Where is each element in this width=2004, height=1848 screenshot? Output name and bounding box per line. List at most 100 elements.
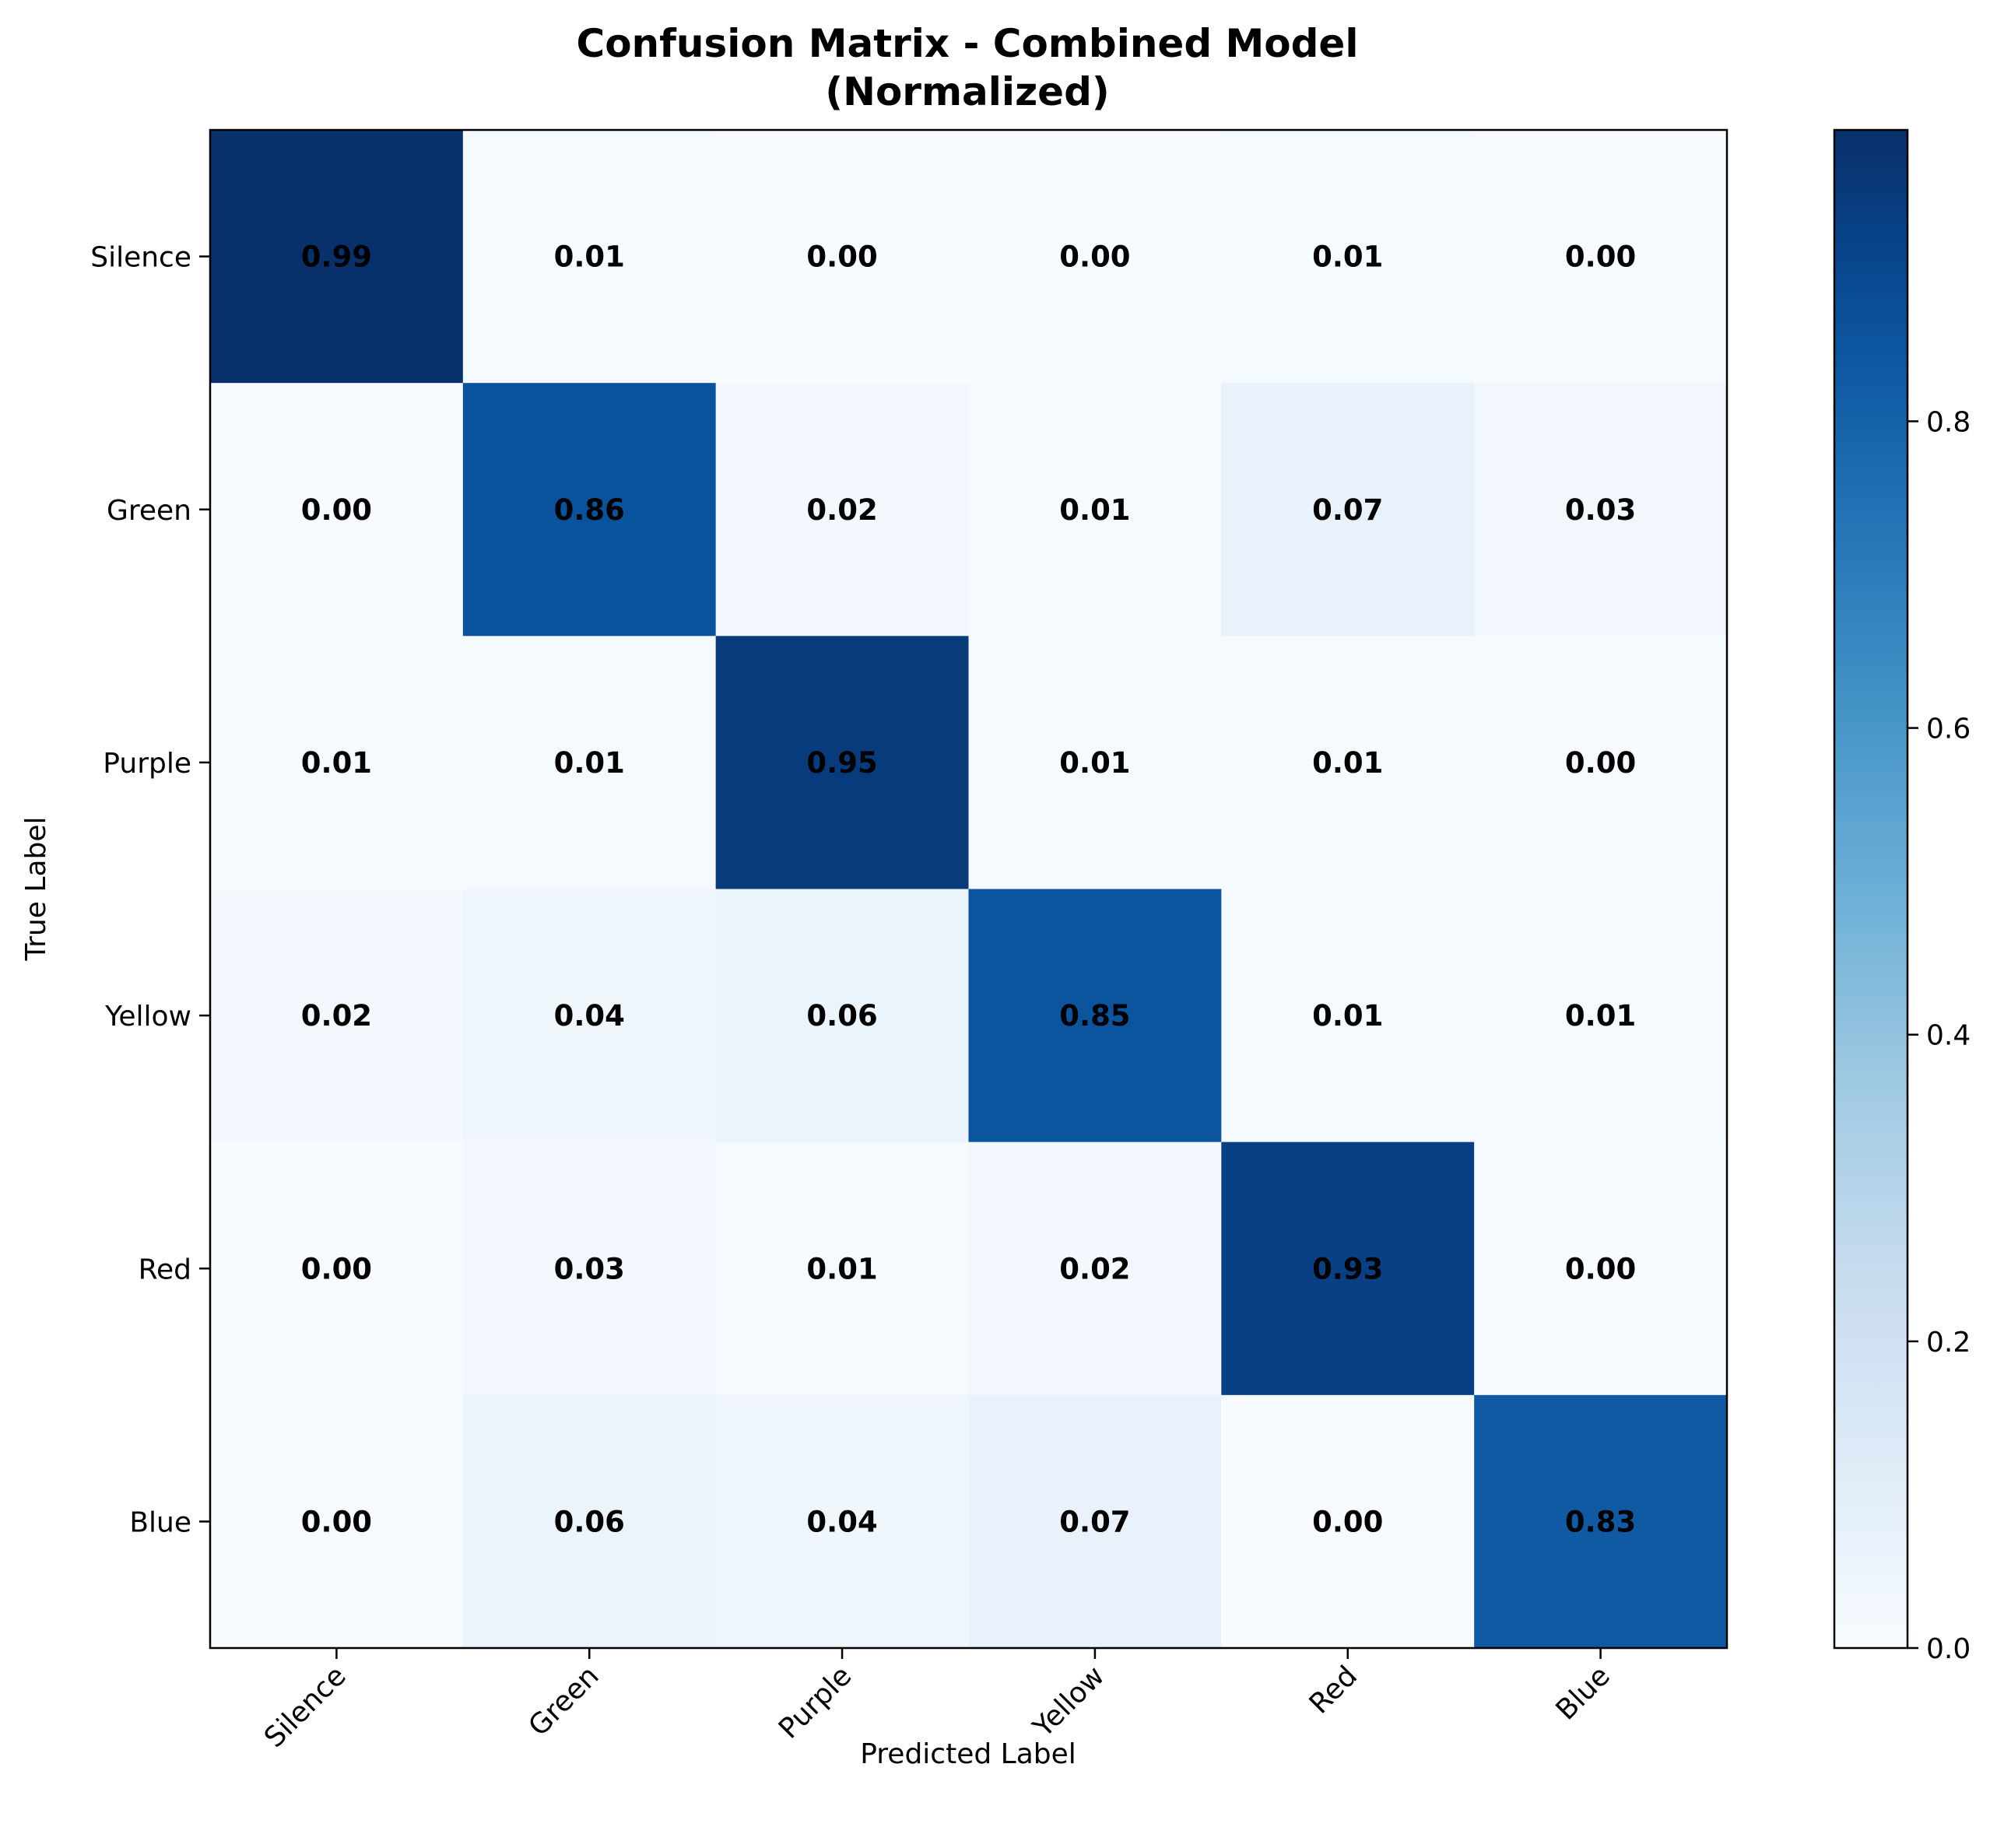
colorbar-tick-label: 0.8 bbox=[1926, 406, 1971, 438]
heatmap-cell bbox=[715, 1394, 970, 1649]
colorbar bbox=[1833, 128, 1909, 1650]
cell-value-label: 0.00 bbox=[1565, 1252, 1636, 1285]
y-tick-label: Silence bbox=[90, 242, 191, 274]
heatmap-cell bbox=[715, 636, 970, 890]
cell-value-label: 0.85 bbox=[1059, 999, 1130, 1033]
x-tick-label: Silence bbox=[258, 1660, 353, 1754]
heatmap-cell bbox=[462, 636, 717, 890]
heatmap-cell bbox=[715, 130, 970, 384]
heatmap-cell bbox=[210, 1141, 464, 1396]
cell-value-label: 0.02 bbox=[806, 493, 877, 527]
cell-value-label: 0.01 bbox=[1312, 240, 1383, 274]
cell-value-label: 0.00 bbox=[1565, 746, 1636, 780]
cell-value-label: 0.00 bbox=[1312, 1505, 1383, 1538]
heatmap-cell bbox=[210, 889, 464, 1143]
cell-value-label: 0.01 bbox=[1312, 746, 1383, 780]
chart-title: Confusion Matrix - Combined Model bbox=[577, 21, 1359, 66]
y-tick-label: Purple bbox=[103, 748, 191, 780]
heatmap-cell bbox=[210, 636, 464, 890]
x-tick-label: Red bbox=[1304, 1660, 1363, 1720]
cell-value-label: 0.93 bbox=[1312, 1252, 1383, 1285]
cell-value-label: 0.01 bbox=[1059, 746, 1130, 780]
cell-value-label: 0.01 bbox=[301, 746, 372, 780]
heatmap-cell bbox=[210, 383, 464, 636]
chart-subtitle: (Normalized) bbox=[825, 69, 1109, 114]
heatmap-cell bbox=[968, 889, 1222, 1143]
cell-value-label: 0.07 bbox=[1059, 1505, 1130, 1538]
cell-value-label: 0.95 bbox=[806, 746, 877, 780]
heatmap-cell bbox=[462, 383, 717, 636]
y-axis-label: True Label bbox=[20, 816, 52, 961]
cell-value-label: 0.03 bbox=[554, 1252, 625, 1285]
cell-value-label: 0.01 bbox=[806, 1252, 877, 1285]
cell-value-label: 0.01 bbox=[1312, 999, 1383, 1033]
x-tick-label: Green bbox=[523, 1660, 605, 1742]
heatmap-cell bbox=[968, 130, 1222, 384]
cell-value-label: 0.04 bbox=[554, 999, 625, 1033]
heatmap-cell bbox=[1474, 1394, 1728, 1649]
heatmap-cell bbox=[1221, 383, 1475, 636]
heatmap-cell bbox=[968, 1141, 1222, 1396]
cell-value-label: 0.02 bbox=[301, 999, 372, 1033]
heatmap-cell bbox=[1474, 383, 1728, 636]
cell-value-label: 0.00 bbox=[301, 1252, 372, 1285]
heatmap-cell bbox=[1474, 889, 1728, 1143]
cell-value-label: 0.06 bbox=[554, 1505, 625, 1538]
heatmap-cell bbox=[1474, 130, 1728, 384]
plot-frame bbox=[209, 128, 1728, 1650]
cell-value-label: 0.01 bbox=[1565, 999, 1636, 1033]
cell-value-label: 0.99 bbox=[301, 240, 372, 274]
heatmap-cell bbox=[715, 1141, 970, 1396]
cell-value-label: 0.01 bbox=[554, 240, 625, 274]
cell-value-label: 0.01 bbox=[1059, 493, 1130, 527]
heatmap-cell bbox=[968, 1394, 1222, 1649]
cell-value-label: 0.03 bbox=[1565, 493, 1636, 527]
y-tick-label: Blue bbox=[129, 1506, 191, 1538]
colorbar-tick-label: 0.0 bbox=[1926, 1633, 1971, 1665]
x-tick-label: Purple bbox=[773, 1660, 858, 1745]
heatmap-cell bbox=[1221, 889, 1475, 1143]
heatmap-cell-labels: 0.99 0.01 0.00 0.00 0.01 0.00 0.00 0.86 0.02 0.01… bbox=[301, 240, 1636, 1539]
cell-value-label: 0.00 bbox=[301, 493, 372, 527]
y-tick-label: Yellow bbox=[104, 1001, 191, 1033]
cell-value-label: 0.00 bbox=[1565, 240, 1636, 274]
heatmap-cell bbox=[210, 1394, 464, 1649]
cell-value-label: 0.83 bbox=[1565, 1505, 1636, 1538]
heatmap-cell bbox=[1474, 1141, 1728, 1396]
heatmap-cell bbox=[1221, 636, 1475, 890]
heatmap-cell bbox=[1221, 1394, 1475, 1649]
heatmap-cell bbox=[462, 130, 717, 384]
heatmap-cell bbox=[462, 1141, 717, 1396]
cell-value-label: 0.07 bbox=[1312, 493, 1383, 527]
heatmap-cell bbox=[1474, 636, 1728, 890]
cell-value-label: 0.86 bbox=[554, 493, 625, 527]
heatmap-cell bbox=[1221, 130, 1475, 384]
heatmap-cell bbox=[1221, 1141, 1475, 1396]
heatmap-cell bbox=[462, 889, 717, 1143]
heatmap-cell bbox=[968, 636, 1222, 890]
colorbar-ticks: 0.0 0.2 0.4 0.6 0.8 bbox=[1907, 406, 1971, 1665]
cell-value-label: 0.06 bbox=[806, 999, 877, 1033]
cell-value-label: 0.00 bbox=[1059, 240, 1130, 274]
cell-value-label: 0.00 bbox=[806, 240, 877, 274]
heatmap-cell bbox=[210, 130, 464, 384]
y-tick-label: Green bbox=[107, 495, 191, 527]
heatmap-cell bbox=[715, 383, 970, 636]
heatmap-cells bbox=[210, 130, 1728, 1649]
heatmap-cell bbox=[715, 889, 970, 1143]
colorbar-tick-label: 0.6 bbox=[1926, 714, 1971, 745]
y-tick-label: Red bbox=[139, 1254, 191, 1285]
cell-value-label: 0.01 bbox=[554, 746, 625, 780]
colorbar-tick-label: 0.2 bbox=[1926, 1327, 1971, 1359]
cell-value-label: 0.02 bbox=[1059, 1252, 1130, 1285]
cell-value-label: 0.00 bbox=[301, 1505, 372, 1538]
colorbar-tick-label: 0.4 bbox=[1926, 1020, 1971, 1052]
x-tick-label: Yellow bbox=[1027, 1660, 1111, 1744]
x-tick-label: Blue bbox=[1550, 1660, 1616, 1726]
y-axis-ticks: Silence Green Purple Yellow Red Blue bbox=[90, 242, 210, 1538]
heatmap-cell bbox=[968, 383, 1222, 636]
x-axis-label: Predicted Label bbox=[860, 1738, 1076, 1770]
cell-value-label: 0.04 bbox=[806, 1505, 877, 1538]
